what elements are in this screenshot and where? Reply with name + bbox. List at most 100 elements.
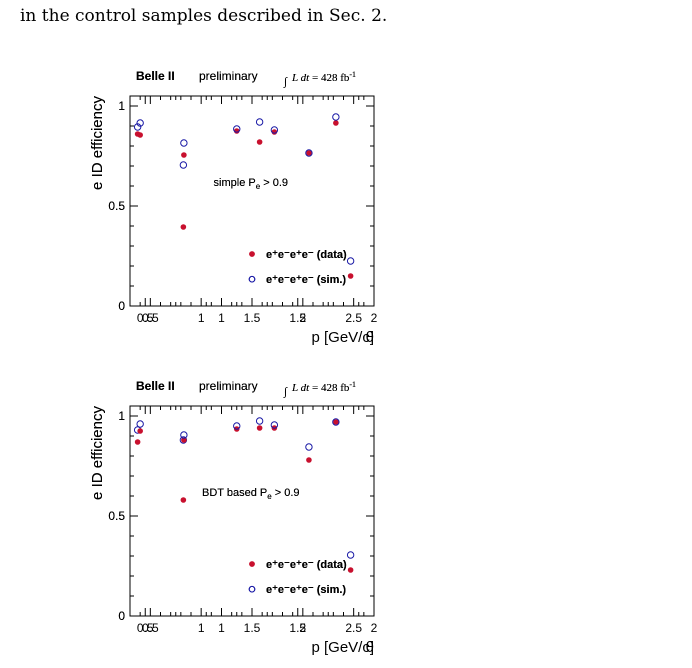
panel-2-integral-sign: ∫ [283, 386, 288, 398]
panel-3-legend-label-sim: e⁺e⁻e⁺e⁻ (sim.) [266, 584, 346, 596]
panel-2-experiment-label: Belle II [136, 379, 175, 393]
panel-2-data-point-data [180, 497, 187, 503]
panel-1-experiment-label: Belle II [136, 69, 175, 83]
panel-1-luminosity-integrand: L dt [291, 72, 310, 84]
panel-2-data-point-sim [332, 418, 340, 426]
panel-1-x-tick-label: 2 [299, 311, 306, 325]
panel-3-luminosity-value: = 428 fb [309, 382, 350, 394]
panel-2-x-tick-label: 1 [218, 621, 225, 635]
panel-1-y-axis-label: e ID efficiency [89, 96, 106, 190]
panel-3-selection-subscript: e [267, 492, 272, 501]
panel-2-data-point-data [333, 419, 339, 425]
panel-3-data-point-data [306, 457, 312, 463]
panel-1-data-point-sim [305, 149, 313, 157]
panel-1-data-point-sim [270, 126, 279, 134]
panel-1-data-point-data [306, 150, 312, 156]
panel-3-legend-marker-sim [248, 585, 256, 593]
panel-2-luminosity-value: = 428 fb [309, 382, 350, 394]
panel-0-selection-label: simple Pe > 0.9 [214, 177, 288, 191]
panel-3-selection-label: BDT based Pe > 0.9 [202, 487, 300, 501]
panel-0-x-tick-label: 1.5 [289, 311, 306, 325]
panel-2-y-axis-label: e ID efficiency [89, 406, 106, 500]
panel-1-x-tick-label: 1.5 [244, 311, 261, 325]
panel-1-selection-label: simple Pe > 0.9 [214, 177, 288, 191]
panel-2-luminosity-exponent: -1 [349, 380, 356, 389]
panel-0-data-point-sim [179, 161, 188, 169]
panel-2-x-tick-label: 0.5 [137, 621, 154, 635]
panel-0-x-tick-label: 2 [371, 311, 378, 325]
panel-1-data-point-data [137, 132, 143, 138]
panel-0-x-tick-label: 1 [218, 311, 225, 325]
panel-3-data-point-data [137, 428, 143, 434]
panel-3-x-axis-label: θ [366, 639, 374, 656]
panel-2-legend-label-sim: e⁺e⁻e⁺e⁻ (sim.) [266, 584, 346, 596]
panel-3-x-tick-label: 0.5 [142, 621, 159, 635]
panel-3-x-tick-label: 1.5 [244, 621, 261, 635]
panel-1-data-point-data [347, 273, 354, 279]
panel-3-selection-prefix: BDT based P [202, 487, 267, 499]
panel-0-y-tick-label: 0.5 [108, 199, 125, 213]
panel-2-x-tick-label: 1.5 [289, 621, 306, 635]
panel-3-selection-threshold: > 0.9 [272, 487, 300, 499]
panel-1-data-point-sim [136, 119, 144, 127]
panel-0-integral-sign: ∫ [283, 76, 288, 88]
panel-1-selection-prefix: simple P [214, 177, 256, 189]
plot-panel-momentum-bdt: Belle II preliminary ∫ L dt = 428 fb-1 0 0.5 1… [89, 379, 378, 656]
panel-2-y-tick-label: 1 [118, 409, 125, 423]
panel-1-x-tick-label: 0.5 [142, 311, 159, 325]
panel-2-legend-label-data: e⁺e⁻e⁺e⁻ (data) [266, 559, 347, 571]
panel-0-luminosity-exponent: -1 [349, 70, 356, 79]
panel-2-selection-threshold: > 0.9 [272, 487, 300, 499]
panel-0-selection-prefix: simple P [214, 177, 256, 189]
panel-3-integral-sign: ∫ [283, 386, 288, 398]
panel-0-status-label: preliminary [199, 69, 258, 83]
panel-3-luminosity-label: L dt = 428 fb-1 [291, 380, 356, 394]
panel-0-luminosity-label: L dt = 428 fb-1 [291, 70, 356, 84]
panel-1-y-tick-label: 1 [118, 99, 125, 113]
panel-3-y-tick-label: 0.5 [108, 509, 125, 523]
panel-0-data-point-sim [133, 123, 142, 131]
panel-0-y-tick-label: 1 [118, 99, 125, 113]
panel-0-luminosity-integrand: L dt [291, 72, 310, 84]
panel-1-luminosity-label: L dt = 428 fb-1 [291, 70, 356, 84]
panel-3-y-axis-label: e ID efficiency [89, 406, 106, 500]
panel-1-integral-sign: ∫ [283, 76, 288, 88]
panel-1-status-label: preliminary [199, 69, 258, 83]
panel-2-data-point-data [134, 439, 141, 445]
panel-1-selection-subscript: e [256, 182, 261, 191]
panel-1-data-point-sim [346, 257, 355, 265]
panel-2-luminosity-integrand: L dt [291, 382, 310, 394]
panel-3-data-point-sim [270, 421, 279, 429]
panel-1-legend-label-data: e⁺e⁻e⁺e⁻ (data) [266, 249, 347, 261]
panel-0-experiment-label: Belle II [136, 69, 175, 83]
panel-1-y-tick-label: 0.5 [108, 199, 125, 213]
panel-2-selection-label: BDT based Pe > 0.9 [202, 487, 300, 501]
panel-3-luminosity-integrand: L dt [291, 382, 310, 394]
panel-1-data-point-sim [180, 139, 188, 147]
panel-3-data-point-sim [180, 431, 188, 439]
panel-3-luminosity-exponent: -1 [349, 380, 356, 389]
panel-0-x-axis-label: p [GeV/c] [311, 329, 374, 346]
panel-3-x-tick-label: 2 [299, 621, 306, 635]
panel-0-selection-subscript: e [256, 182, 261, 191]
plot-panel-theta-bdt: Belle II preliminary ∫ L dt = 428 fb-1 0 0.5 1… [89, 379, 375, 656]
panel-3-y-tick-label: 1 [118, 409, 125, 423]
panel-3-data-point-sim [305, 443, 313, 451]
panel-2-status-label: preliminary [199, 379, 258, 393]
panel-1-data-point-data [181, 152, 187, 158]
panel-0-legend-label-sim: e⁺e⁻e⁺e⁻ (sim.) [266, 274, 346, 286]
panel-3-data-point-sim [136, 420, 144, 428]
panel-3-experiment-label: Belle II [136, 379, 175, 393]
panel-3-legend-label-data: e⁺e⁻e⁺e⁻ (data) [266, 559, 347, 571]
plot-panel-theta-simple: Belle II preliminary ∫ L dt = 428 fb-1 0 0.5 1… [89, 69, 375, 346]
panel-1-selection-threshold: > 0.9 [260, 177, 288, 189]
panel-2-x-tick-label: 2 [371, 621, 378, 635]
panel-2-y-tick-label: 0 [118, 609, 125, 623]
panel-2-x-axis-label: p [GeV/c] [311, 639, 374, 656]
panel-3-legend-marker-data [249, 561, 255, 567]
panel-0-y-tick-label: 0 [118, 299, 125, 313]
panel-1-x-axis-label: θ [366, 329, 374, 346]
panel-0-y-axis-label: e ID efficiency [89, 96, 106, 190]
panel-3-status-label: preliminary [199, 379, 258, 393]
panel-2-data-point-data [256, 425, 263, 431]
